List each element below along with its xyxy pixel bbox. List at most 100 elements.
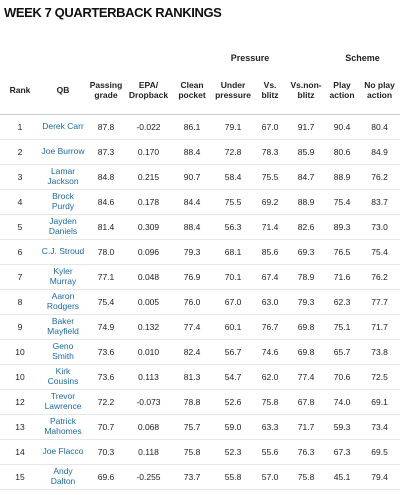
table-cell: 76.0 (183, 296, 201, 307)
table-cell: 77.4 (183, 321, 201, 332)
column-header: EPA/ Dropback (126, 68, 171, 115)
qb-name: Joe Burrow (41, 145, 85, 156)
table-cell: 76.7 (261, 321, 279, 332)
column-header-row: Rank QB Passing grade EPA/ Dropback Clean po… (0, 68, 400, 115)
table-cell: 81.3 (183, 371, 201, 382)
table-cell: 86.1 (183, 121, 201, 132)
table-cell: 72.8 (224, 146, 242, 157)
table-cell: 81.4 (97, 221, 115, 232)
table-row: 7 Kyler Murray 77.1 0.048 76.9 70.1 67.4 78.9 71… (0, 264, 400, 289)
table-cell: 0.215 (137, 171, 160, 182)
table-row: 9 Baker Mayfield 74.9 0.132 77.4 60.1 76.7 69.8… (0, 314, 400, 339)
table-cell: 0.005 (137, 296, 160, 307)
table-cell: 75.8 (261, 396, 279, 407)
table-row: 6 C.J. Stroud 78.0 0.096 79.3 68.1 85.6 69.3 76.… (0, 239, 400, 264)
table-cell: 45.1 (333, 471, 351, 482)
table-row: 15 Andy Dalton 69.6 -0.255 73.7 55.8 57.0 75.8 4… (0, 464, 400, 489)
rank: 9 (17, 321, 23, 332)
table-cell: 79.3 (183, 246, 201, 257)
table-cell: 69.6 (97, 471, 115, 482)
table-cell: 55.6 (261, 446, 279, 457)
table-cell: 80.6 (333, 146, 351, 157)
table-cell: 58.4 (224, 171, 242, 182)
table-cell: 69.3 (297, 246, 315, 257)
table-cell: 69.8 (297, 321, 315, 332)
table-cell: 67.3 (333, 446, 351, 457)
qb-name: Kyler Murray (49, 265, 77, 286)
table-cell: 55.8 (224, 471, 242, 482)
table-cell: 70.1 (224, 271, 242, 282)
column-header: Rank (0, 68, 40, 115)
qb-name: Baker Mayfield (47, 315, 79, 336)
rankings-table: Pressure Scheme Rank QB Passing grade EPA/ … (0, 48, 400, 490)
table-cell: 60.1 (224, 321, 242, 332)
qb-name: Andy Dalton (50, 465, 76, 486)
table-row: 13 Patrick Mahomes 70.7 0.068 75.7 59.0 63.3 71… (0, 414, 400, 439)
table-cell: 63.3 (261, 421, 279, 432)
table-cell: 85.6 (261, 246, 279, 257)
table-row: 4 Brock Purdy 84.6 0.178 84.4 75.5 69.2 88.9 75.… (0, 189, 400, 214)
table-cell: 78.0 (97, 246, 115, 257)
table-cell: 75.5 (224, 196, 242, 207)
table-cell: 0.113 (138, 371, 159, 382)
table-cell: -0.022 (136, 121, 161, 132)
table-cell: 67.8 (297, 396, 315, 407)
table-cell: 82.6 (297, 221, 315, 232)
table-cell: 76.5 (333, 246, 351, 257)
table-cell: 75.4 (97, 296, 115, 307)
table-cell: 73.6 (97, 371, 115, 382)
rank: 14 (15, 446, 25, 457)
page-title: WEEK 7 QUARTERBACK RANKINGS (4, 5, 222, 20)
table-cell: 0.309 (137, 221, 160, 232)
rank: 8 (17, 296, 23, 307)
table-cell: 89.3 (333, 221, 351, 232)
table-cell: 52.3 (224, 446, 242, 457)
table-cell: 84.6 (97, 196, 115, 207)
table-cell: 88.4 (183, 221, 201, 232)
table-row: 10 Geno Smith 73.6 0.010 82.4 56.7 74.6 69.8 65.… (0, 339, 400, 364)
table-cell: 84.9 (371, 146, 388, 157)
column-header: Vs.non-blitz (287, 68, 326, 115)
table-cell: 79.3 (297, 296, 315, 307)
rank: 10 (15, 371, 25, 382)
table-cell: 67.4 (261, 271, 279, 282)
rank: 1 (17, 121, 23, 132)
table-cell: 88.9 (333, 171, 351, 182)
rank: 10 (15, 346, 25, 357)
group-header-row: Pressure Scheme (0, 48, 400, 68)
table-row: 8 Aaron Rodgers 75.4 0.005 76.0 67.0 63.0 79.3 6… (0, 289, 400, 314)
table-cell: 71.7 (297, 421, 315, 432)
table-cell: 76.2 (371, 271, 388, 282)
table-cell: 65.7 (333, 346, 351, 357)
table-cell: 69.1 (371, 396, 388, 407)
table-cell: 78.8 (183, 396, 201, 407)
qb-name: Derek Carr (42, 120, 84, 131)
group-header: Pressure (230, 53, 270, 63)
table-row: 14 Joe Flacco 70.3 0.118 75.8 52.3 55.6 76.3 67.… (0, 439, 400, 464)
rank: 4 (17, 196, 23, 207)
table-cell: 75.8 (183, 446, 201, 457)
table-cell: 0.068 (137, 421, 160, 432)
table-row: 10 Kirk Cousins 73.6 0.113 81.3 54.7 62.0 77.4 7… (0, 364, 400, 389)
table-cell: 74.0 (333, 396, 351, 407)
qb-name: C.J. Stroud (41, 245, 85, 256)
table-cell: 67.0 (224, 296, 242, 307)
table-cell: 70.6 (333, 371, 351, 382)
rank: 2 (17, 146, 23, 157)
table-cell: 76.9 (183, 271, 201, 282)
table-row: 12 Trevor Lawrence 72.2 -0.073 78.8 52.6 75.8 6… (0, 389, 400, 414)
table-cell: 70.3 (97, 446, 115, 457)
rank: 3 (17, 171, 23, 182)
rank: 5 (17, 221, 23, 232)
table-cell: -0.255 (136, 471, 161, 482)
table-cell: 52.6 (224, 396, 242, 407)
table-cell: 84.8 (97, 171, 115, 182)
column-header: QB (40, 68, 86, 115)
table-cell: 0.132 (137, 321, 160, 332)
table-row: 3 Lamar Jackson 84.8 0.215 90.7 58.4 75.5 84.7 8… (0, 164, 400, 189)
table-cell: 76.2 (371, 171, 388, 182)
table-cell: 0.010 (137, 346, 160, 357)
table-cell: 76.3 (297, 446, 315, 457)
table-cell: 73.7 (183, 471, 201, 482)
